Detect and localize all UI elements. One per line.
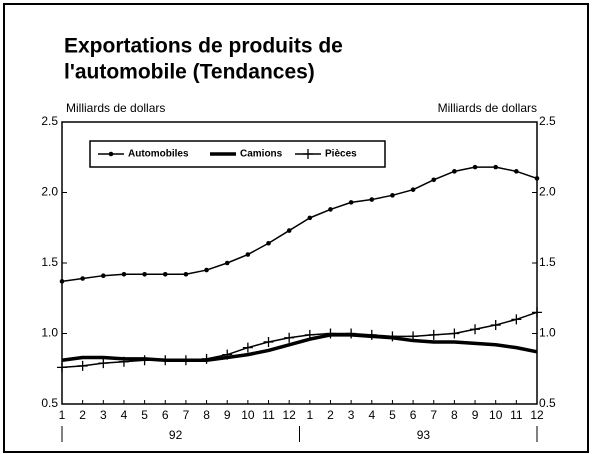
- point: [57, 362, 67, 373]
- x-tick-label: 9: [472, 408, 479, 422]
- x-tick-label: 5: [141, 408, 148, 422]
- point: [263, 336, 274, 347]
- point: [490, 320, 501, 331]
- x-tick-label: 2: [327, 408, 334, 422]
- x-tick-label: 5: [389, 408, 396, 422]
- x-tick-label: 11: [262, 408, 275, 422]
- x-tick-label: 2: [79, 408, 86, 422]
- point: [183, 271, 189, 277]
- x-tick-label: 10: [241, 408, 255, 422]
- x-tick-label: 1: [59, 408, 66, 422]
- y-tick-label: 0.5: [41, 396, 58, 410]
- x-tick-label: 9: [224, 408, 231, 422]
- point: [101, 273, 106, 278]
- point: [242, 342, 253, 353]
- frame: [3, 3, 589, 453]
- chart-title: l'automobile (Tendances): [64, 61, 315, 84]
- point: [325, 328, 336, 339]
- point: [472, 164, 478, 170]
- legend-label: Camions: [240, 149, 283, 160]
- point: [431, 177, 437, 183]
- x-tick-label: 8: [203, 408, 210, 422]
- point: [121, 271, 127, 277]
- point: [284, 332, 295, 343]
- x-tick-label: 10: [489, 408, 503, 422]
- point: [160, 355, 171, 366]
- y2-tick-label: 2.5: [539, 114, 556, 128]
- point: [408, 331, 419, 342]
- point: [366, 329, 377, 340]
- chart-title: Exportations de produits de: [64, 35, 343, 58]
- x-tick-label: 6: [162, 408, 169, 422]
- point: [348, 200, 354, 205]
- point: [224, 260, 230, 266]
- x-tick-label: 7: [430, 408, 437, 422]
- point: [470, 324, 481, 335]
- x-tick-label: 3: [348, 408, 355, 422]
- point: [534, 176, 540, 181]
- x-tick-label: 7: [183, 408, 190, 422]
- y-tick-label: 1.0: [41, 326, 58, 340]
- point: [493, 164, 498, 170]
- legend-label: Pièces: [325, 149, 357, 160]
- y2-tick-label: 1.0: [539, 326, 556, 340]
- x-tick-label: 6: [410, 408, 417, 422]
- point: [387, 331, 398, 342]
- y-axis-label: Milliards de dollars: [66, 101, 165, 115]
- year-label: 93: [417, 428, 431, 442]
- point: [328, 207, 333, 212]
- point: [118, 356, 129, 367]
- x-tick-label: 12: [530, 408, 544, 422]
- point: [511, 314, 522, 325]
- point: [514, 169, 519, 174]
- x-tick-label: 1: [306, 408, 313, 422]
- point: [428, 329, 439, 340]
- point: [266, 240, 271, 246]
- point: [410, 187, 416, 192]
- y2-tick-label: 0.5: [539, 396, 556, 410]
- point: [222, 349, 233, 360]
- point: [245, 252, 251, 257]
- point: [77, 360, 88, 371]
- legend-marker: [108, 151, 114, 157]
- legend-marker: [303, 149, 313, 159]
- point: [449, 328, 460, 339]
- point: [59, 279, 65, 284]
- point: [369, 197, 375, 202]
- point: [139, 355, 150, 366]
- point: [390, 193, 395, 198]
- x-tick-label: 3: [100, 408, 107, 422]
- x-tick-label: 4: [368, 408, 375, 422]
- point: [204, 267, 209, 273]
- legend: [89, 140, 386, 168]
- point: [304, 329, 315, 340]
- y2-tick-label: 2.0: [539, 185, 556, 199]
- point: [98, 358, 109, 369]
- point: [180, 355, 191, 366]
- point: [452, 169, 457, 174]
- point: [286, 228, 292, 233]
- y-tick-label: 2.0: [41, 185, 58, 199]
- point: [162, 271, 168, 277]
- x-tick-label: 11: [510, 408, 523, 422]
- point: [346, 328, 357, 339]
- point: [201, 353, 212, 364]
- x-tick-label: 12: [282, 408, 296, 422]
- year-label: 92: [169, 428, 183, 442]
- series-line: [61, 333, 538, 363]
- y2-axis-label: Milliards de dollars: [438, 101, 537, 115]
- y-tick-label: 2.5: [41, 114, 58, 128]
- legend-label: Automobiles: [128, 149, 189, 160]
- point: [142, 271, 147, 277]
- x-tick-label: 8: [451, 408, 458, 422]
- y2-tick-label: 1.5: [539, 255, 556, 269]
- series-line: [61, 166, 538, 283]
- point: [532, 307, 542, 318]
- point: [80, 276, 85, 281]
- point: [307, 215, 313, 221]
- y-tick-label: 1.5: [41, 255, 58, 269]
- x-tick-label: 4: [121, 408, 128, 422]
